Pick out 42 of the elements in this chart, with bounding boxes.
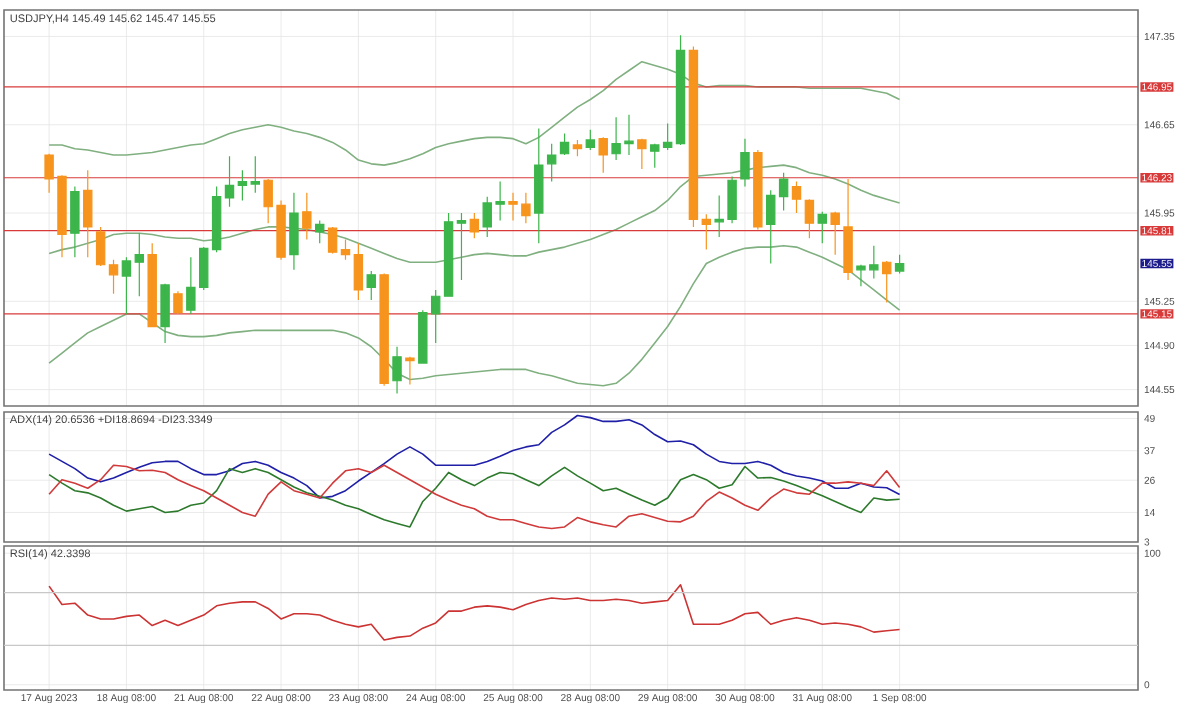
candlestick xyxy=(843,178,853,281)
candlestick xyxy=(405,356,415,386)
candlestick xyxy=(237,169,248,202)
candlestick xyxy=(469,212,480,239)
candlestick xyxy=(817,211,828,244)
candlestick xyxy=(637,138,647,170)
candlestick xyxy=(314,220,325,244)
candlestick xyxy=(224,155,235,208)
candlestick xyxy=(95,226,106,267)
candlestick xyxy=(147,242,157,328)
candlestick xyxy=(160,283,170,344)
candlestick xyxy=(353,242,364,301)
candlestick xyxy=(443,212,454,297)
candlestick xyxy=(791,180,802,214)
candlestick xyxy=(572,139,583,157)
candlestick xyxy=(753,149,763,231)
candlestick xyxy=(675,34,686,146)
candlestick xyxy=(366,270,376,301)
candlestick xyxy=(108,259,119,295)
candlestick xyxy=(302,192,312,241)
candlestick xyxy=(70,185,80,258)
candlestick xyxy=(598,136,608,174)
candlestick xyxy=(830,211,840,256)
candlestick xyxy=(585,129,596,151)
candlestick xyxy=(379,272,389,387)
candlestick xyxy=(83,169,93,258)
candlestick xyxy=(740,138,750,188)
candlestick xyxy=(173,290,183,315)
candlestick xyxy=(250,155,261,194)
candlestick xyxy=(392,346,402,394)
candlestick xyxy=(327,226,338,254)
candlestick xyxy=(559,132,570,156)
candlestick xyxy=(894,254,905,275)
candlestick xyxy=(881,260,892,304)
candlestick xyxy=(701,213,712,251)
candlestick xyxy=(134,232,145,297)
candlestick xyxy=(456,212,467,281)
candlestick xyxy=(340,238,351,261)
candlestick xyxy=(688,45,699,228)
candlestick xyxy=(804,198,815,239)
candlestick xyxy=(289,192,299,271)
candlestick xyxy=(121,256,132,315)
